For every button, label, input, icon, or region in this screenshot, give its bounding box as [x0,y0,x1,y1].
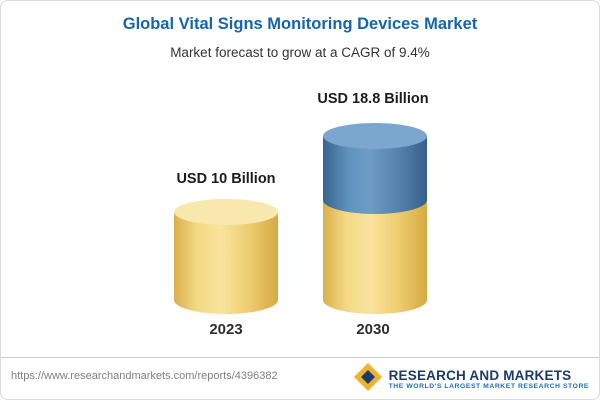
bar-2030-cylinder-top [323,123,427,149]
value-label-2023: USD 10 Billion [176,171,276,187]
bar-2023-cylinder-top [174,199,278,225]
bar-2023-cylinder-body [174,212,278,314]
researchandmarkets-logo: RESEARCH AND MARKETS THE WORLD'S LARGEST… [353,362,589,397]
researchandmarkets-logo-icon [353,362,383,397]
bar-2030-base-segment [323,200,427,314]
brand-name: RESEARCH AND MARKETS [388,367,572,383]
category-label-2023: 2023 [209,321,243,338]
value-label-2030: USD 18.8 Billion [317,91,429,107]
chart-title: Global Vital Signs Monitoring Devices Ma… [122,15,478,33]
chart-subtitle: Market forecast to grow at a CAGR of 9.4… [170,45,430,60]
report-url: https://www.researchandmarkets.com/repor… [11,370,278,382]
brand-tagline: THE WORLD'S LARGEST MARKET RESEARCH STOR… [388,383,589,391]
logo-text-block: RESEARCH AND MARKETS THE WORLD'S LARGEST… [389,368,589,391]
bar-2030-growth-segment [323,136,427,214]
footer-divider [1,357,599,358]
category-label-2030: 2030 [356,321,390,338]
